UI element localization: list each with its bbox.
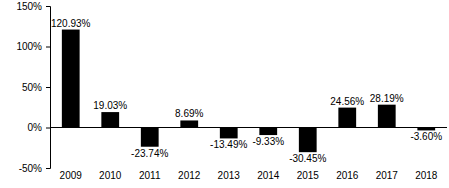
- data-label: -23.74%: [131, 148, 168, 159]
- bar: [141, 128, 159, 147]
- bar: [299, 128, 317, 153]
- x-tick-label: 2015: [297, 170, 320, 181]
- y-tick-mark: [46, 128, 50, 129]
- data-label: 120.93%: [51, 18, 91, 29]
- y-tick-mark: [46, 6, 50, 7]
- y-axis: -50% 0% 50% 100% 150%: [16, 1, 50, 174]
- x-tick-label: 2011: [139, 170, 161, 181]
- y-tick-label: 150%: [16, 1, 42, 12]
- y-tick-mark: [46, 168, 50, 169]
- bar: [180, 120, 198, 127]
- y-tick-mark: [46, 47, 50, 48]
- x-tick: 2012: [178, 168, 201, 181]
- x-tick: 2009: [60, 168, 83, 181]
- x-tick: 2018: [415, 168, 438, 181]
- x-tick: 2017: [376, 168, 399, 181]
- x-tick: 2015: [297, 168, 320, 181]
- x-axis: 2009 2010 2011 2012 2013 2014 2015 2016 2017 2018: [60, 168, 438, 181]
- data-labels: 120.93% 19.03% -23.74% 8.69% -13.49% -9.33% -3…: [51, 18, 442, 165]
- bars: [62, 30, 435, 153]
- x-tick: 2010: [99, 168, 122, 181]
- x-tick-label: 2012: [178, 170, 201, 181]
- x-tick-label: 2013: [218, 170, 241, 181]
- y-tick: 100%: [16, 41, 50, 52]
- y-tick-label: 50%: [22, 82, 42, 93]
- y-tick-label: 100%: [16, 41, 42, 52]
- data-label: -3.60%: [410, 131, 442, 142]
- y-tick-mark: [46, 87, 50, 88]
- x-tick-label: 2009: [60, 170, 83, 181]
- x-tick-label: 2014: [257, 170, 280, 181]
- bar: [220, 128, 238, 139]
- bar: [62, 30, 80, 128]
- y-tick: 0%: [28, 122, 50, 133]
- x-tick: 2013: [218, 168, 241, 181]
- y-tick: -50%: [19, 163, 50, 174]
- x-tick-label: 2016: [336, 170, 359, 181]
- y-tick-label: 0%: [28, 122, 43, 133]
- data-label: -30.45%: [289, 153, 326, 164]
- x-tick-label: 2017: [376, 170, 399, 181]
- data-label: -13.49%: [210, 139, 247, 150]
- x-tick-label: 2018: [415, 170, 438, 181]
- bar: [259, 128, 277, 136]
- data-label: 19.03%: [93, 100, 127, 111]
- x-tick: 2011: [139, 168, 161, 181]
- data-label: 8.69%: [175, 108, 203, 119]
- data-label: 28.19%: [370, 93, 404, 104]
- x-tick: 2014: [257, 168, 280, 181]
- data-label: -9.33%: [252, 136, 284, 147]
- bar: [101, 112, 119, 127]
- plot: -50% 0% 50% 100% 150% 2009 2010 2011 2012 2013 201…: [16, 1, 447, 181]
- bar: [338, 108, 356, 128]
- x-tick: 2016: [336, 168, 359, 181]
- x-tick-label: 2010: [99, 170, 122, 181]
- y-axis-line: [46, 7, 51, 169]
- y-tick-label: -50%: [19, 163, 42, 174]
- zero-line: [50, 127, 447, 128]
- chart: -50% 0% 50% 100% 150% 2009 2010 2011 2012 2013 201…: [0, 0, 449, 188]
- y-tick: 50%: [22, 82, 50, 93]
- y-tick: 150%: [16, 1, 50, 12]
- bar: [378, 105, 396, 128]
- data-label: 24.56%: [330, 96, 364, 107]
